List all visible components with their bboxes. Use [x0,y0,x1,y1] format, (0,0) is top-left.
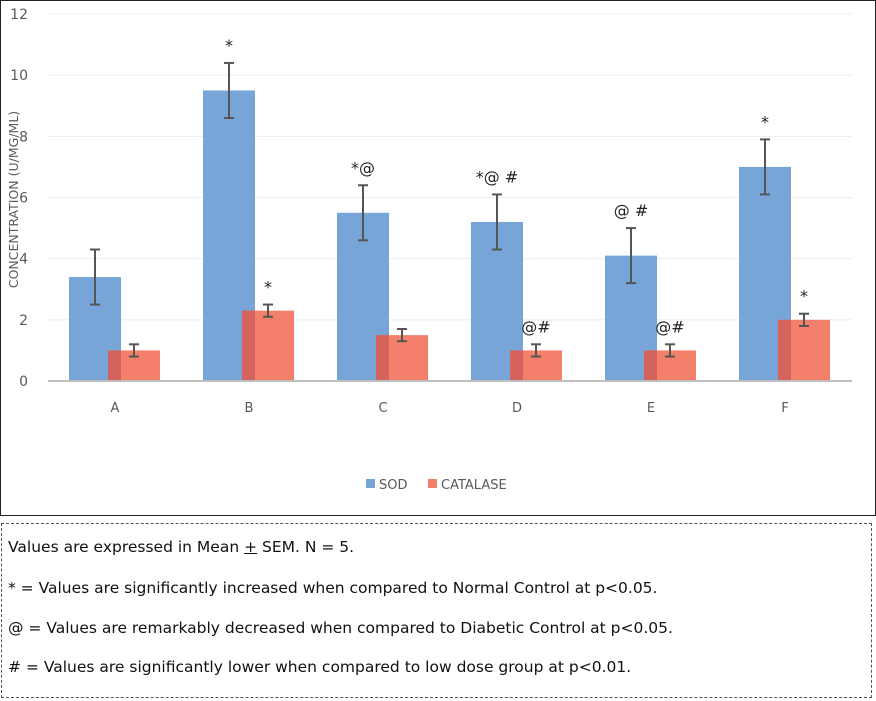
significance-label: @ # [614,201,649,220]
y-tick-label: 2 [19,313,28,329]
bar-overlap [644,350,657,381]
bar-overlap [108,350,121,381]
y-axis-label: CONCENTRATION (U/MG/ML) [6,111,21,288]
y-tick-label: 4 [19,252,28,268]
significance-label: *@ # [476,167,519,186]
significance-label: * [761,112,769,131]
note-at: @ = Values are remarkably decreased when… [8,619,673,637]
y-tick-label: 0 [19,374,28,390]
x-tick-label: E [647,401,655,416]
x-tick-label: D [512,401,522,416]
note-asterisk: * = Values are significantly increased w… [8,579,658,597]
bar-overlap [510,350,523,381]
bar-chart: 0 2 4 6 8 10 12 CONCENTRATION (U/MG/ML) A * * B *@ C *… [6,7,852,493]
note-mean-sem: Values are expressed in Mean + SEM. N = … [8,538,354,556]
y-tick-label: 10 [10,68,28,84]
legend-label-sod: SOD [379,478,408,493]
y-tick-label: 8 [19,129,28,145]
significance-label: @# [521,317,550,336]
note-hash: # = Values are significantly lower when … [8,658,632,676]
legend-swatch-catalase [428,479,437,488]
significance-label: * [264,278,272,297]
significance-label: * [225,36,233,55]
bar-overlap [778,319,791,381]
bar-overlap [242,310,255,381]
legend-label-catalase: CATALASE [441,478,507,493]
bar-overlap [376,335,389,381]
x-tick-label: C [378,401,387,416]
note-text: Values are expressed in Mean [8,538,245,556]
note-text: SEM. N = 5. [257,538,355,556]
x-tick-label: F [781,401,788,416]
notes-box: Values are expressed in Mean + SEM. N = … [1,523,872,698]
legend-swatch-sod [366,479,375,488]
significance-label: @# [655,317,684,336]
x-tick-label: B [245,401,254,416]
y-tick-label: 6 [19,191,28,207]
y-tick-label: 12 [10,7,28,23]
significance-label: * [800,287,808,306]
plus-minus-sign: + [244,538,258,556]
significance-label: *@ [351,158,375,177]
x-tick-label: A [111,401,120,416]
